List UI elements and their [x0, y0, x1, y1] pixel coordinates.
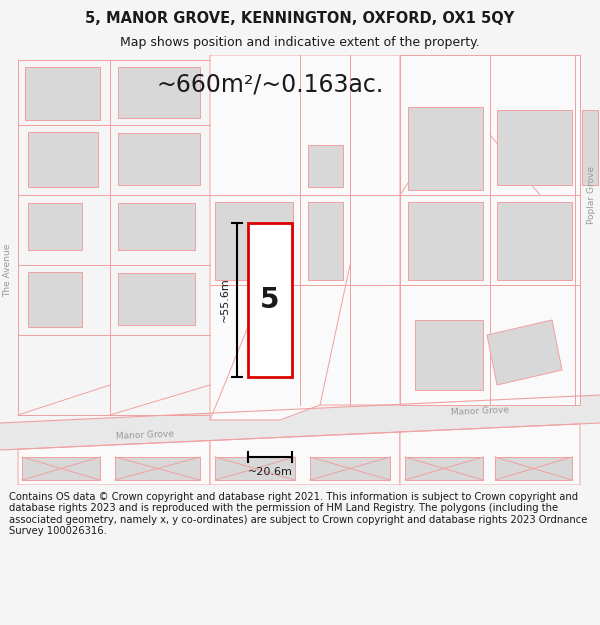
Text: Manor Grove: Manor Grove — [116, 429, 174, 441]
Polygon shape — [308, 145, 343, 187]
Polygon shape — [118, 67, 200, 118]
Polygon shape — [210, 432, 400, 485]
Polygon shape — [215, 457, 295, 480]
Text: 5: 5 — [260, 286, 280, 314]
Polygon shape — [310, 457, 390, 480]
Polygon shape — [405, 457, 483, 480]
Polygon shape — [115, 457, 200, 480]
Text: The Avenue: The Avenue — [4, 243, 13, 297]
Polygon shape — [400, 55, 580, 405]
Text: Contains OS data © Crown copyright and database right 2021. This information is : Contains OS data © Crown copyright and d… — [9, 491, 587, 536]
Polygon shape — [28, 272, 82, 327]
Text: ~55.6m: ~55.6m — [220, 278, 230, 322]
Polygon shape — [487, 320, 562, 385]
Polygon shape — [18, 441, 210, 485]
Polygon shape — [495, 457, 572, 480]
Polygon shape — [22, 457, 100, 480]
Polygon shape — [408, 107, 483, 190]
Polygon shape — [118, 273, 195, 325]
Polygon shape — [308, 202, 343, 280]
Polygon shape — [400, 424, 580, 485]
Text: ~660m²/~0.163ac.: ~660m²/~0.163ac. — [157, 72, 383, 96]
Bar — [248, 223, 292, 377]
Polygon shape — [28, 132, 98, 187]
Polygon shape — [215, 202, 293, 280]
Polygon shape — [28, 203, 82, 250]
Polygon shape — [497, 202, 572, 280]
Text: Map shows position and indicative extent of the property.: Map shows position and indicative extent… — [120, 36, 480, 49]
Text: 5, MANOR GROVE, KENNINGTON, OXFORD, OX1 5QY: 5, MANOR GROVE, KENNINGTON, OXFORD, OX1 … — [85, 11, 515, 26]
Polygon shape — [408, 202, 483, 280]
Polygon shape — [582, 110, 598, 185]
Polygon shape — [497, 110, 572, 185]
Text: Manor Grove: Manor Grove — [451, 405, 509, 417]
Polygon shape — [25, 67, 100, 120]
Text: Poplar Grove: Poplar Grove — [587, 166, 596, 224]
Polygon shape — [0, 395, 600, 450]
Polygon shape — [118, 203, 195, 250]
Polygon shape — [118, 133, 200, 185]
Polygon shape — [22, 457, 100, 480]
Text: ~20.6m: ~20.6m — [248, 467, 292, 477]
Polygon shape — [415, 320, 483, 390]
Polygon shape — [210, 55, 400, 420]
